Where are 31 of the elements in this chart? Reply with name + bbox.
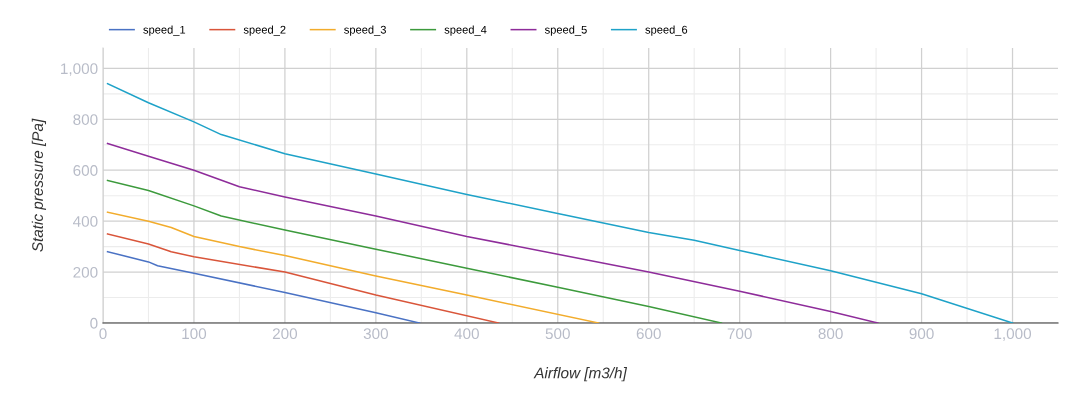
x-tick-label: 300 [363,328,389,340]
legend-label: speed_2 [243,25,286,36]
x-tick-label: 900 [909,328,934,340]
x-tick-label: 100 [182,328,207,340]
legend-label: speed_6 [645,25,688,36]
y-tick-label: 600 [73,165,98,176]
legend-label: speed_5 [544,25,587,36]
x-tick-label: 0 [99,328,107,340]
legend-label: speed_3 [344,25,386,36]
line-series [106,250,421,323]
y-tick-label: 400 [73,216,98,227]
x-tick-label: 600 [636,328,661,340]
x-axis-title: Airflow [m3/h] [533,367,628,382]
x-tick-label: 500 [545,328,570,340]
y-tick-label: 1,000 [61,63,98,76]
x-tick-label: 400 [454,328,479,340]
x-tick-label: 700 [727,328,752,340]
legend-label: speed_1 [143,25,186,36]
x-tick-label: 1,000 [994,328,1032,341]
legend-label: speed_4 [444,25,487,36]
line-series [106,179,723,323]
line-series [106,142,879,323]
line-series [106,233,500,323]
y-axis-title: Static pressure [Pa] [31,118,47,252]
y-tick-label: 200 [73,266,98,278]
x-tick-label: 800 [818,328,843,340]
line-series [106,82,1014,323]
y-tick-label: 800 [73,114,98,125]
line-series [106,211,600,323]
x-tick-label: 200 [272,328,298,340]
y-tick-label: 0 [90,317,98,329]
